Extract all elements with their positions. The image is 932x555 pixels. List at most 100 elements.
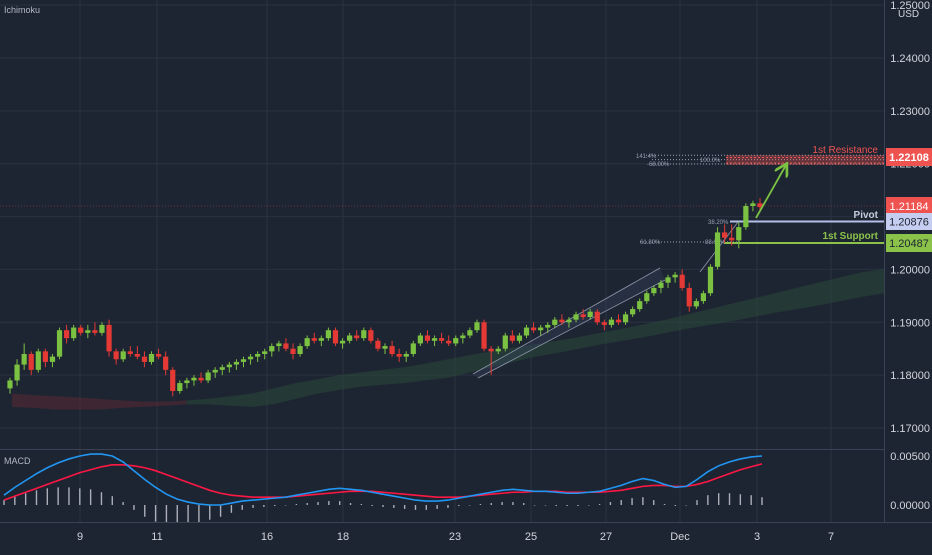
price-tags: 1.22108 1.21184 1.20876 1.20487 (886, 148, 932, 252)
resistance-label: 1st Resistance (812, 145, 878, 156)
candle-body (361, 330, 367, 339)
candle-body (757, 203, 763, 208)
pivot-label: Pivot (854, 210, 879, 221)
candle-body (311, 338, 317, 341)
candle-body (672, 274, 678, 278)
candle-body (601, 322, 607, 325)
pivot-price-tag (886, 213, 932, 230)
candle-body (495, 348, 501, 352)
candle-body (78, 327, 84, 333)
candle-body (42, 351, 48, 362)
candle-body (481, 322, 487, 349)
candle-body (339, 340, 346, 344)
x-tick-label: 25 (525, 531, 537, 543)
x-tick-label: 11 (151, 531, 162, 543)
cloud-bullish (186, 269, 884, 407)
candle-body (403, 354, 409, 357)
candle-body (488, 348, 494, 352)
candle-body (28, 354, 34, 370)
support-resistance-levels: 1st Resistance Pivot 1st Support (0, 145, 884, 244)
macd-histogram (3, 487, 763, 522)
candle-body (99, 324, 105, 333)
candle-body (509, 335, 515, 341)
ichimoku-cloud (12, 269, 884, 410)
candle-body (120, 351, 126, 360)
candle-body (707, 266, 714, 294)
candle-body (630, 309, 636, 315)
time-axis: 9 11 16 18 23 25 27 Dec 3 7 (77, 531, 834, 543)
candle-body (545, 324, 551, 328)
candle-body (389, 346, 395, 354)
y-tick-label: 1.20000 (890, 264, 930, 276)
candle-body (240, 359, 247, 362)
y-tick-label: 1.19000 (890, 317, 930, 329)
candle-body (750, 203, 756, 206)
candle-body (262, 351, 268, 354)
candle-body (502, 335, 508, 349)
candle-body (665, 277, 671, 283)
candle-body (431, 338, 438, 341)
y-tick-label: 1.17000 (890, 423, 930, 435)
candle-body (332, 330, 339, 344)
cloud-bearish (12, 393, 187, 410)
candle-body (594, 311, 600, 323)
indicator-label: Ichimoku (4, 5, 40, 15)
candle-body (644, 293, 650, 302)
fib-label-neg68: -68.00% (647, 162, 670, 168)
macd-signal-line (3, 463, 763, 501)
x-tick-label: Dec (670, 531, 690, 543)
price-candles (7, 198, 763, 397)
candle-body (396, 354, 402, 357)
candle-body (297, 346, 303, 354)
candle-body (516, 335, 523, 341)
candle-body (155, 354, 162, 357)
candle-body (21, 354, 27, 365)
macd-label: MACD (4, 456, 31, 466)
candle-body (177, 383, 183, 391)
candle-body (700, 293, 706, 302)
candle-body (587, 311, 593, 317)
candle-body (580, 314, 586, 317)
candle-body (56, 330, 63, 357)
pivot-price: 1.20876 (889, 217, 929, 229)
candle-body (247, 356, 254, 360)
candle-body (608, 319, 615, 325)
candle-body (106, 324, 112, 352)
candle-body (424, 335, 431, 341)
y-tick-label: 1.23000 (890, 106, 930, 118)
vertical-gridlines (79, 0, 832, 522)
macd-line (3, 453, 763, 506)
candle-body (538, 327, 544, 331)
last-price-tag (886, 197, 932, 215)
candle-body (255, 354, 261, 357)
candle-body (410, 343, 416, 354)
candle-body (325, 330, 331, 339)
support-price: 1.20487 (889, 238, 929, 250)
x-tick-label: 3 (754, 531, 760, 543)
candle-body (127, 351, 133, 354)
y-tick-label: 1.24000 (890, 53, 930, 65)
candle-body (276, 343, 282, 347)
candle-body (729, 237, 735, 241)
last-price: 1.21184 (890, 201, 929, 213)
candle-body (290, 348, 296, 354)
support-price-tag (886, 234, 932, 252)
candle-body (7, 380, 13, 389)
candle-body (722, 232, 728, 238)
candle-body (198, 377, 204, 381)
candle-body (212, 369, 218, 373)
x-tick-label: 7 (828, 531, 834, 543)
resistance-zone (726, 155, 884, 165)
candle-body (573, 314, 579, 320)
candle-body (205, 372, 211, 381)
candle-body (375, 340, 381, 349)
candle-body (14, 364, 20, 381)
candle-body (467, 330, 473, 336)
candle-body (743, 206, 749, 228)
fib-label-38: 38.20% (708, 220, 729, 226)
candle-body (658, 282, 664, 288)
candle-body (170, 369, 176, 391)
candle-body (736, 227, 742, 241)
